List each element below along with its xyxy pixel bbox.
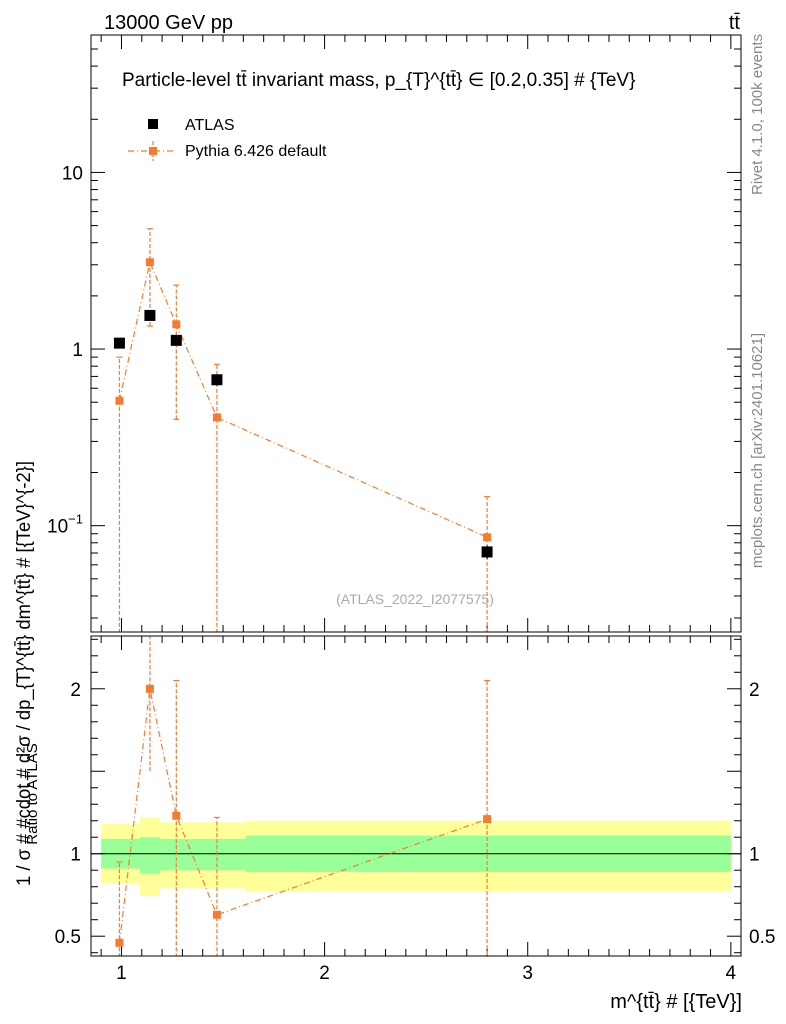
mc-point: [172, 320, 181, 329]
y-tick-label: 1: [72, 340, 83, 361]
legend-label-mc: Pythia 6.426 default: [185, 143, 327, 160]
ratio-y-tick-label-right: 1: [749, 845, 760, 866]
legend-label-atlas: ATLAS: [185, 117, 235, 134]
main-panel: 10−1 1 10 Particle-level tt̄ invariant mas…: [14, 34, 742, 886]
main-series-layer: [113, 228, 493, 632]
ratio-mc-point: [145, 684, 154, 693]
mc-point: [145, 258, 154, 267]
inner-uncertainty-band: [160, 838, 246, 871]
ratio-uncertainty-bands: [101, 817, 731, 895]
ratio-series-layer: [115, 636, 492, 956]
legend: ATLAS Pythia 6.426 default: [128, 117, 327, 161]
ratio-mc-point: [172, 811, 181, 820]
ratio-mc-point: [115, 938, 124, 947]
mc-line: [118, 260, 488, 538]
watermark: (ATLAS_2022_I2077575): [336, 591, 494, 607]
main-title: Particle-level tt̄ invariant mass, p_{T}…: [122, 70, 635, 91]
x-tick-label: 3: [522, 963, 533, 984]
atlas-point: [211, 374, 223, 386]
main-frame: [90, 34, 742, 633]
ratio-mc-line: [118, 688, 488, 943]
ratio-y-tick-label: 1: [70, 845, 81, 866]
ratio-panel: 0.5 0.5 1 1 2 2 Ratio to ATLAS: [24, 635, 775, 957]
mc-point: [212, 413, 221, 422]
ratio-y-tick-label-right: 0.5: [749, 927, 775, 948]
legend-marker-atlas: [148, 119, 158, 129]
x-tick-labels: 1 2 3 4: [116, 963, 736, 984]
y-tick-exponent: −1: [68, 512, 83, 527]
atlas-point: [144, 309, 156, 321]
ratio-mc-point: [483, 815, 492, 824]
inner-uncertainty-band: [139, 837, 161, 874]
ratio-mc-point: [212, 910, 221, 919]
x-tick-label: 4: [726, 963, 737, 984]
process-label: tt̄: [729, 12, 741, 34]
ratio-frame: [90, 635, 742, 957]
energy-label: 13000 GeV pp: [104, 12, 233, 34]
mc-point: [115, 396, 124, 405]
x-tick-label: 1: [116, 963, 127, 984]
rivet-label: Rivet 4.1.0, 100k events: [749, 34, 766, 195]
atlas-point: [113, 337, 125, 349]
y-tick-label: 10−1: [47, 512, 83, 538]
main-ylabel: 1 / σ # #cdot # d²σ / dp_{T}^{tt̄} dm^{t…: [14, 461, 35, 886]
ratio-axis-ticks: 0.5 0.5 1 1 2 2: [55, 636, 775, 956]
mcplots-label: mcplots.cern.ch [arXiv:2401.10621]: [749, 333, 766, 568]
y-tick-label: 10: [62, 163, 83, 184]
ratio-y-tick-label: 0.5: [55, 927, 81, 948]
ratio-ylabel: Ratio to ATLAS: [24, 743, 41, 844]
x-tick-label: 2: [319, 963, 330, 984]
atlas-point: [170, 334, 182, 346]
legend-marker-mc: [149, 147, 157, 155]
ratio-y-tick-label: 2: [70, 680, 81, 701]
mc-point: [483, 533, 492, 542]
x-axis-label: m^{tt̄} # [{TeV}]: [610, 991, 742, 1013]
ratio-y-tick-label-right: 2: [749, 680, 760, 701]
atlas-point: [481, 546, 493, 558]
